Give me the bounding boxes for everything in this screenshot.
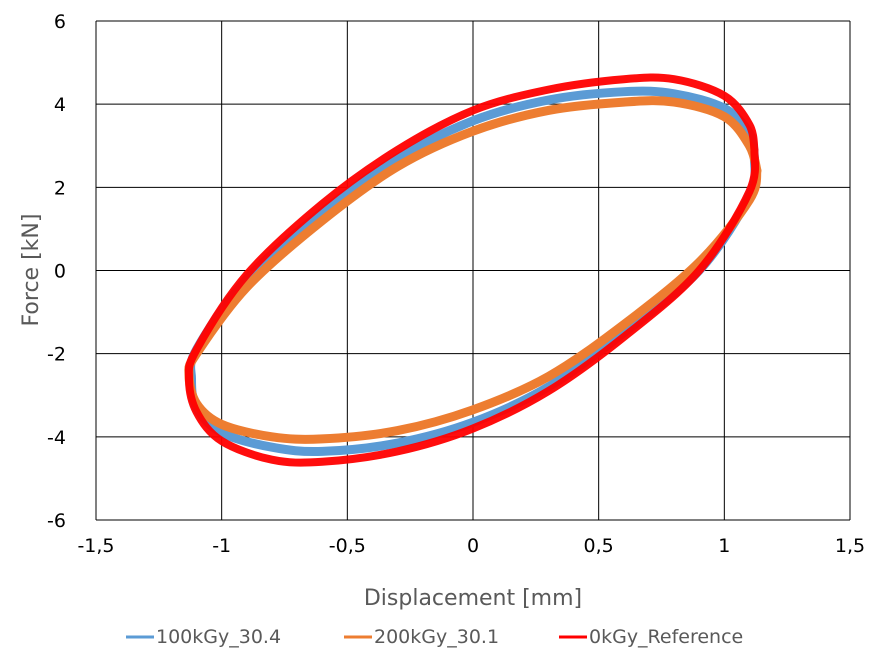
x-tick-label: 1,5 [835, 535, 865, 557]
y-tick-label: 6 [54, 11, 66, 33]
y-tick-label: -4 [47, 427, 66, 449]
tick-labels: -1,5 -1 -0,5 0 0,5 1 1,5 -6 -4 -2 0 2 4 6 [47, 11, 865, 557]
x-axis-title: Displacement [mm] [364, 586, 582, 611]
series-line-3 [184, 73, 760, 467]
legend-label-3: 0kGy_Reference [589, 626, 743, 648]
legend-label-1: 100kGy_30.4 [156, 626, 281, 648]
x-tick-label: -1,5 [77, 535, 114, 557]
x-tick-label: 0 [467, 535, 479, 557]
y-tick-label: 4 [54, 94, 66, 116]
x-tick-label: 0,5 [584, 535, 614, 557]
y-tick-label: -6 [47, 510, 66, 532]
y-tick-label: 2 [54, 177, 66, 199]
x-tick-label: -1 [212, 535, 231, 557]
y-tick-label: -2 [47, 344, 66, 366]
y-tick-label: 0 [54, 261, 66, 283]
legend: 100kGy_30.4 200kGy_30.1 0kGy_Reference [126, 626, 743, 648]
x-tick-label: -0,5 [329, 535, 366, 557]
y-axis-title: Force [kN] [19, 214, 44, 327]
x-tick-label: 1 [718, 535, 730, 557]
legend-label-2: 200kGy_30.1 [374, 626, 499, 648]
plot-area [184, 73, 762, 467]
